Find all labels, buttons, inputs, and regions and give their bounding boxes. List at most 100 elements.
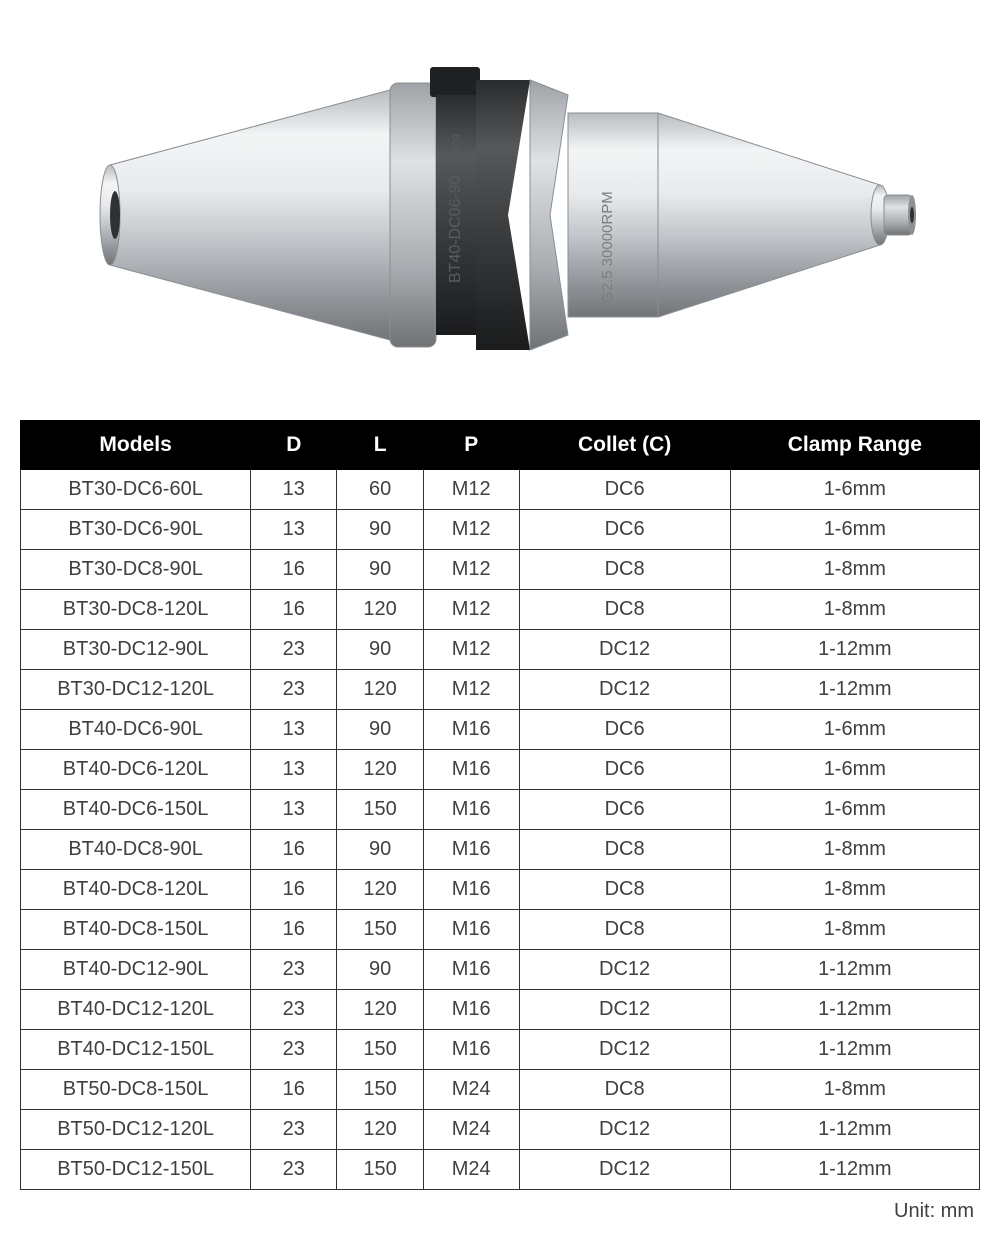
table-cell: 120 xyxy=(337,670,423,710)
table-row: BT30-DC8-90L1690M12DC81-8mm xyxy=(21,550,980,590)
table-cell: 23 xyxy=(251,630,337,670)
table-cell: 60 xyxy=(337,470,423,510)
table-cell: 1-8mm xyxy=(730,910,979,950)
table-cell: M16 xyxy=(423,790,519,830)
spec-thead: ModelsDLPCollet (C)Clamp Range xyxy=(21,421,980,470)
table-cell: 16 xyxy=(251,910,337,950)
table-cell: 13 xyxy=(251,790,337,830)
product-illustration: BT40-DC06-90 No.09 G2.5 30000RPM xyxy=(20,0,980,420)
table-cell: DC6 xyxy=(519,710,730,750)
table-cell: 1-6mm xyxy=(730,470,979,510)
table-cell: DC6 xyxy=(519,790,730,830)
table-cell: DC12 xyxy=(519,1150,730,1190)
table-cell: 13 xyxy=(251,750,337,790)
table-cell: 90 xyxy=(337,950,423,990)
table-cell: M16 xyxy=(423,910,519,950)
table-cell: M24 xyxy=(423,1110,519,1150)
table-cell: 90 xyxy=(337,710,423,750)
table-cell: M12 xyxy=(423,630,519,670)
table-cell: 1-8mm xyxy=(730,1070,979,1110)
table-cell: BT40-DC6-150L xyxy=(21,790,251,830)
table-row: BT40-DC8-150L16150M16DC81-8mm xyxy=(21,910,980,950)
table-cell: M24 xyxy=(423,1070,519,1110)
table-cell: DC8 xyxy=(519,1070,730,1110)
table-cell: 1-12mm xyxy=(730,1030,979,1070)
table-cell: 23 xyxy=(251,990,337,1030)
col-header: L xyxy=(337,421,423,470)
table-cell: 13 xyxy=(251,510,337,550)
table-cell: 1-6mm xyxy=(730,510,979,550)
table-cell: 1-8mm xyxy=(730,830,979,870)
table-cell: 23 xyxy=(251,1150,337,1190)
table-cell: BT40-DC12-90L xyxy=(21,950,251,990)
table-cell: 1-12mm xyxy=(730,1150,979,1190)
table-cell: 16 xyxy=(251,590,337,630)
table-row: BT30-DC6-60L1360M12DC61-6mm xyxy=(21,470,980,510)
engraving-model: BT40-DC06-90 xyxy=(447,175,464,283)
table-cell: BT40-DC12-150L xyxy=(21,1030,251,1070)
table-cell: DC6 xyxy=(519,750,730,790)
table-cell: 150 xyxy=(337,790,423,830)
table-cell: M16 xyxy=(423,830,519,870)
table-cell: 120 xyxy=(337,870,423,910)
table-cell: 1-12mm xyxy=(730,990,979,1030)
table-cell: 150 xyxy=(337,1070,423,1110)
table-row: BT30-DC6-90L1390M12DC61-6mm xyxy=(21,510,980,550)
table-cell: M16 xyxy=(423,750,519,790)
table-cell: DC8 xyxy=(519,910,730,950)
table-row: BT40-DC8-90L1690M16DC81-8mm xyxy=(21,830,980,870)
table-cell: BT40-DC12-120L xyxy=(21,990,251,1030)
table-cell: 23 xyxy=(251,1110,337,1150)
table-cell: BT40-DC8-150L xyxy=(21,910,251,950)
table-row: BT30-DC8-120L16120M12DC81-8mm xyxy=(21,590,980,630)
table-cell: 13 xyxy=(251,470,337,510)
table-cell: 1-8mm xyxy=(730,550,979,590)
table-cell: M12 xyxy=(423,670,519,710)
spec-tbody: BT30-DC6-60L1360M12DC61-6mmBT30-DC6-90L1… xyxy=(21,470,980,1190)
col-header: D xyxy=(251,421,337,470)
table-cell: BT40-DC8-120L xyxy=(21,870,251,910)
table-cell: BT50-DC12-120L xyxy=(21,1110,251,1150)
table-cell: BT50-DC12-150L xyxy=(21,1150,251,1190)
table-cell: BT40-DC8-90L xyxy=(21,830,251,870)
table-cell: 120 xyxy=(337,990,423,1030)
table-cell: M16 xyxy=(423,1030,519,1070)
table-row: BT40-DC12-120L23120M16DC121-12mm xyxy=(21,990,980,1030)
table-cell: 90 xyxy=(337,630,423,670)
unit-note: Unit: mm xyxy=(20,1190,980,1223)
table-cell: BT30-DC6-90L xyxy=(21,510,251,550)
table-cell: DC12 xyxy=(519,1110,730,1150)
table-cell: 16 xyxy=(251,830,337,870)
table-cell: 1-12mm xyxy=(730,1110,979,1150)
table-cell: BT30-DC12-90L xyxy=(21,630,251,670)
col-header: Clamp Range xyxy=(730,421,979,470)
table-cell: 150 xyxy=(337,1150,423,1190)
table-cell: DC12 xyxy=(519,670,730,710)
table-cell: 90 xyxy=(337,830,423,870)
table-row: BT30-DC12-120L23120M12DC121-12mm xyxy=(21,670,980,710)
table-cell: 120 xyxy=(337,1110,423,1150)
table-cell: BT50-DC8-150L xyxy=(21,1070,251,1110)
table-cell: 1-12mm xyxy=(730,630,979,670)
table-row: BT50-DC8-150L16150M24DC81-8mm xyxy=(21,1070,980,1110)
table-cell: DC12 xyxy=(519,990,730,1030)
table-cell: 16 xyxy=(251,550,337,590)
table-cell: 150 xyxy=(337,1030,423,1070)
table-row: BT40-DC12-90L2390M16DC121-12mm xyxy=(21,950,980,990)
table-cell: BT30-DC6-60L xyxy=(21,470,251,510)
table-cell: M24 xyxy=(423,1150,519,1190)
table-cell: 120 xyxy=(337,590,423,630)
table-cell: 90 xyxy=(337,550,423,590)
table-cell: 150 xyxy=(337,910,423,950)
table-cell: M12 xyxy=(423,590,519,630)
table-cell: M12 xyxy=(423,470,519,510)
col-header: P xyxy=(423,421,519,470)
table-cell: DC6 xyxy=(519,510,730,550)
engraving-spec: G2.5 30000RPM xyxy=(599,191,616,303)
table-cell: DC8 xyxy=(519,550,730,590)
table-cell: BT40-DC6-90L xyxy=(21,710,251,750)
table-cell: M16 xyxy=(423,990,519,1030)
spec-table: ModelsDLPCollet (C)Clamp Range BT30-DC6-… xyxy=(20,420,980,1190)
table-row: BT40-DC12-150L23150M16DC121-12mm xyxy=(21,1030,980,1070)
table-cell: M12 xyxy=(423,510,519,550)
